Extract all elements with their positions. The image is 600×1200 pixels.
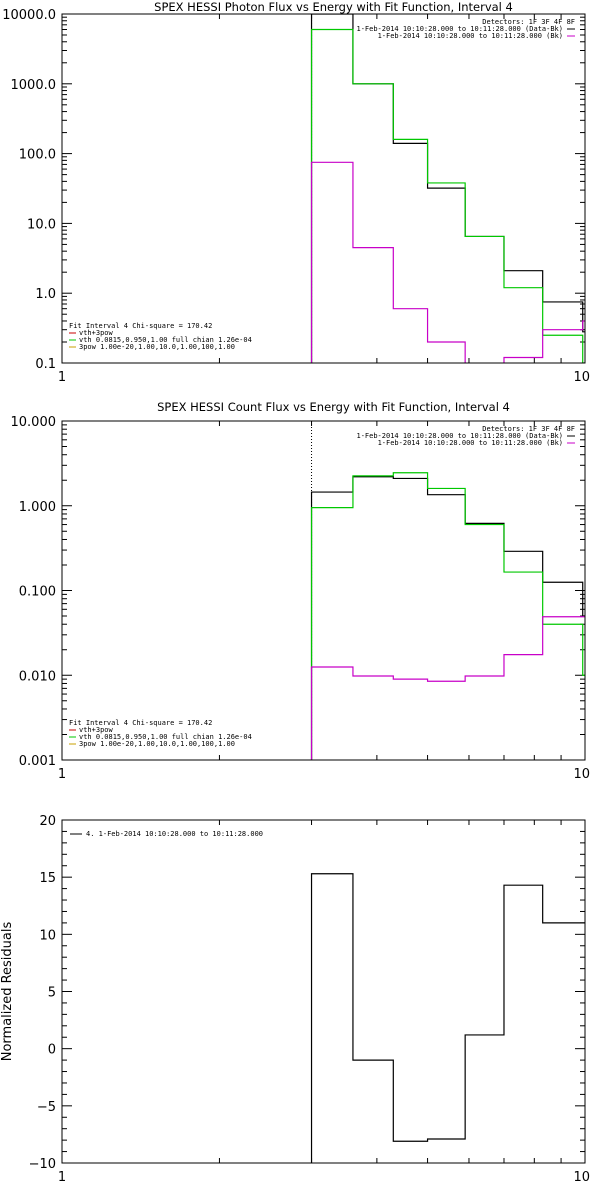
legend-entry: 4. 1-Feb-2014 10:10:28.000 to 10:11:28.0…: [86, 830, 263, 838]
y-ticks: 0.001 0.010 0.100 1.000 10.000: [11, 415, 585, 769]
y-tick-label: 15: [39, 871, 56, 886]
x-tick-label: 1: [58, 767, 66, 782]
x-ticks: 1 10: [58, 820, 590, 1185]
y-tick-label: 0: [48, 1043, 56, 1058]
plot-frame: [61, 420, 586, 761]
y-tick-label: 10: [39, 928, 56, 943]
legend-entry: 1-Feb-2014 10:10:28.000 to 10:11:28.000 …: [378, 32, 563, 40]
legend-entry: vth+3pow: [79, 329, 114, 337]
legend-entry: 1-Feb-2014 10:10:28.000 to 10:11:28.000 …: [356, 25, 563, 33]
series-4-1-feb-2014-10-10-28-000-to-10-11-28-000: [310, 873, 585, 1163]
y-tick-label: 0.010: [19, 669, 56, 684]
plot-frame: [61, 819, 586, 1164]
y-tick-label: 10.0: [27, 217, 56, 232]
series-group: [310, 421, 585, 760]
x-ticks: 1 10: [58, 421, 590, 782]
y-tick-label: −5: [37, 1100, 56, 1115]
legend-entry: 3pow 1.00e-20,1.00,10.0,1.00,100,1.00: [79, 343, 235, 351]
y-tick-label: 10000.0: [2, 8, 56, 23]
y-tick-label: 10.000: [11, 415, 57, 430]
series-vth-3pow: [310, 472, 585, 760]
chart-title: SPEX HESSI Count Flux vs Energy with Fit…: [157, 400, 510, 414]
x-tick-label: 10: [573, 1170, 590, 1185]
y-tick-label: 0.1: [35, 357, 56, 372]
legend-bottom: Fit Interval 4 Chi-square = 170.42vth+3p…: [69, 719, 252, 748]
x-tick-label: 1: [58, 1170, 66, 1185]
legend-entry: Detectors: 1F 3F 4F 8F: [482, 425, 575, 433]
series-3pow: [310, 161, 585, 363]
legend-top: Detectors: 1F 3F 4F 8F1-Feb-2014 10:10:2…: [356, 18, 575, 40]
x-tick-label: 10: [573, 370, 590, 385]
legend-entry: Detectors: 1F 3F 4F 8F: [482, 18, 575, 26]
legend-entry: 3pow 1.00e-20,1.00,10.0,1.00,100,1.00: [79, 740, 235, 748]
plot-frame: [61, 13, 586, 364]
y-tick-label: 0.100: [19, 585, 56, 600]
x-tick-label: 1: [58, 370, 66, 385]
y-tick-label: 1.000: [19, 500, 56, 515]
y-ticks: 0.1 1.0 10.0 100.0 1000.0 10000.0: [2, 8, 585, 372]
legend-entry: vth 0.0815,0.950,1.00 full chian 1.26e-0…: [79, 336, 252, 344]
series-vth-3pow: [310, 28, 585, 363]
legend-entry: vth 0.0815,0.950,1.00 full chian 1.26e-0…: [79, 733, 252, 741]
series-data: [310, 14, 585, 363]
y-tick-label: −10: [29, 1157, 56, 1172]
legend-entry: vth+3pow: [79, 726, 114, 734]
legend-top: 4. 1-Feb-2014 10:10:28.000 to 10:11:28.0…: [70, 830, 263, 838]
legend-entry: Fit Interval 4 Chi-square = 170.42: [69, 719, 212, 727]
series-group: [310, 14, 585, 363]
y-tick-label: 5: [48, 986, 56, 1001]
legend-bottom: Fit Interval 4 Chi-square = 170.42vth+3p…: [69, 322, 252, 351]
y-ticks: −10 −5 0 5 10 15 20: [29, 814, 585, 1172]
y-tick-label: 100.0: [19, 148, 56, 163]
panel-2: SPEX HESSI Count Flux vs Energy with Fit…: [11, 400, 591, 782]
y-tick-label: 20: [39, 814, 56, 829]
legend-entry: 1-Feb-2014 10:10:28.000 to 10:11:28.000 …: [356, 432, 563, 440]
y-tick-label: 1000.0: [11, 78, 57, 93]
y-tick-label: 0.001: [19, 754, 56, 769]
series-3pow: [310, 616, 585, 760]
legend-entry: 1-Feb-2014 10:10:28.000 to 10:11:28.000 …: [378, 439, 563, 447]
legend-top: Detectors: 1F 3F 4F 8F1-Feb-2014 10:10:2…: [356, 425, 575, 447]
y-axis-label: Normalized Residuals: [0, 922, 15, 1062]
panel-1: SPEX HESSI Photon Flux vs Energy with Fi…: [2, 0, 590, 385]
panel-3: Normalized Residuals 1 10 −10 −5 0 5 10 15 20 4. 1…: [0, 814, 590, 1185]
chart-title: SPEX HESSI Photon Flux vs Energy with Fi…: [154, 0, 513, 14]
y-tick-label: 1.0: [35, 287, 56, 302]
x-tick-label: 10: [573, 767, 590, 782]
series-group: [310, 873, 585, 1163]
series-data: [310, 476, 585, 760]
legend-entry: Fit Interval 4 Chi-square = 170.42: [69, 322, 212, 330]
